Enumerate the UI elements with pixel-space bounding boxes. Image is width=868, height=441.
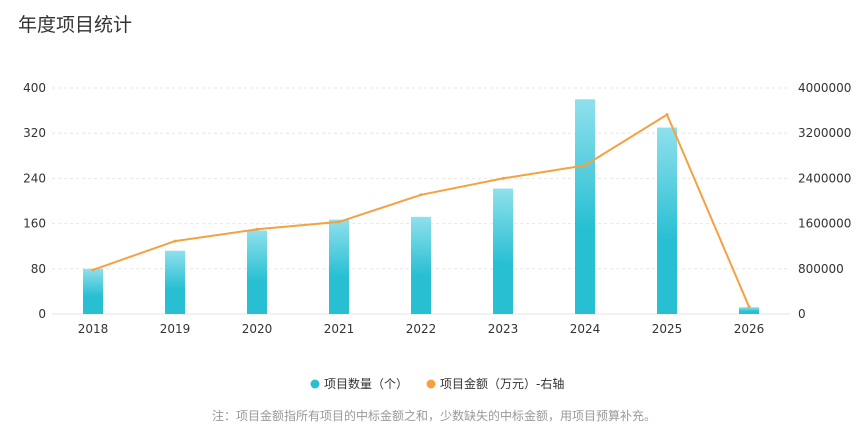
line-point bbox=[747, 305, 751, 309]
left-axis-tick-label: 400 bbox=[23, 81, 46, 95]
legend-label: 项目金额（万元）-右轴 bbox=[440, 376, 564, 391]
x-axis-tick-label: 2026 bbox=[734, 322, 765, 336]
x-axis-tick-label: 2018 bbox=[78, 322, 109, 336]
left-axis-tick-label: 240 bbox=[23, 171, 46, 185]
legend-dot-icon bbox=[426, 379, 436, 389]
page-title: 年度项目统计 bbox=[18, 14, 133, 36]
line-point bbox=[665, 113, 669, 117]
left-axis: 0 80 160 240 320 400 bbox=[23, 81, 46, 321]
x-axis-tick-label: 2021 bbox=[324, 322, 355, 336]
bar bbox=[739, 307, 759, 314]
bar bbox=[411, 216, 431, 314]
x-axis-tick-label: 2024 bbox=[570, 322, 601, 336]
line-point bbox=[337, 220, 341, 224]
footnote: 注：项目金额指所有项目的中标金额之和，少数缺失的中标金额，用项目预算补充。 bbox=[211, 409, 656, 423]
bar-series bbox=[83, 99, 759, 314]
bar bbox=[247, 230, 267, 314]
x-axis: 2018 2019 2020 2021 2022 2023 2024 2025 2026 bbox=[78, 322, 765, 336]
x-axis-tick-label: 2022 bbox=[406, 322, 437, 336]
bar bbox=[165, 250, 185, 314]
legend-dot-icon bbox=[310, 379, 320, 389]
x-axis-tick-label: 2020 bbox=[242, 322, 273, 336]
left-axis-tick-label: 160 bbox=[23, 217, 46, 231]
left-axis-tick-label: 80 bbox=[31, 262, 46, 276]
x-axis-tick-label: 2025 bbox=[652, 322, 683, 336]
legend-label: 项目数量（个） bbox=[324, 376, 408, 391]
bar bbox=[329, 219, 349, 314]
line-point bbox=[255, 227, 259, 231]
left-axis-tick-label: 320 bbox=[23, 126, 46, 140]
line-point bbox=[583, 163, 587, 167]
right-axis-tick-label: 2400000 bbox=[798, 171, 851, 185]
x-axis-tick-label: 2023 bbox=[488, 322, 519, 336]
right-axis-tick-label: 1600000 bbox=[798, 217, 851, 231]
legend-item-count[interactable]: 项目数量（个） bbox=[310, 376, 409, 391]
bar bbox=[83, 268, 103, 314]
legend-item-amount[interactable]: 项目金额（万元）-右轴 bbox=[426, 376, 565, 391]
x-axis-tick-label: 2019 bbox=[160, 322, 191, 336]
line-series bbox=[91, 113, 751, 309]
legend[interactable]: 项目数量（个） 项目金额（万元）-右轴 bbox=[310, 376, 565, 391]
right-axis-tick-label: 0 bbox=[798, 307, 806, 321]
right-axis: 0 800000 1600000 2400000 3200000 4000000 bbox=[798, 81, 851, 321]
bar bbox=[657, 127, 677, 314]
right-axis-tick-label: 800000 bbox=[798, 262, 844, 276]
line-point bbox=[91, 268, 95, 272]
line-point bbox=[419, 193, 423, 197]
left-axis-tick-label: 0 bbox=[38, 307, 46, 321]
bar bbox=[493, 188, 513, 314]
right-axis-tick-label: 3200000 bbox=[798, 126, 851, 140]
line-point bbox=[501, 176, 505, 180]
right-axis-tick-label: 4000000 bbox=[798, 81, 851, 95]
bar bbox=[575, 99, 595, 314]
line-point bbox=[173, 239, 177, 243]
